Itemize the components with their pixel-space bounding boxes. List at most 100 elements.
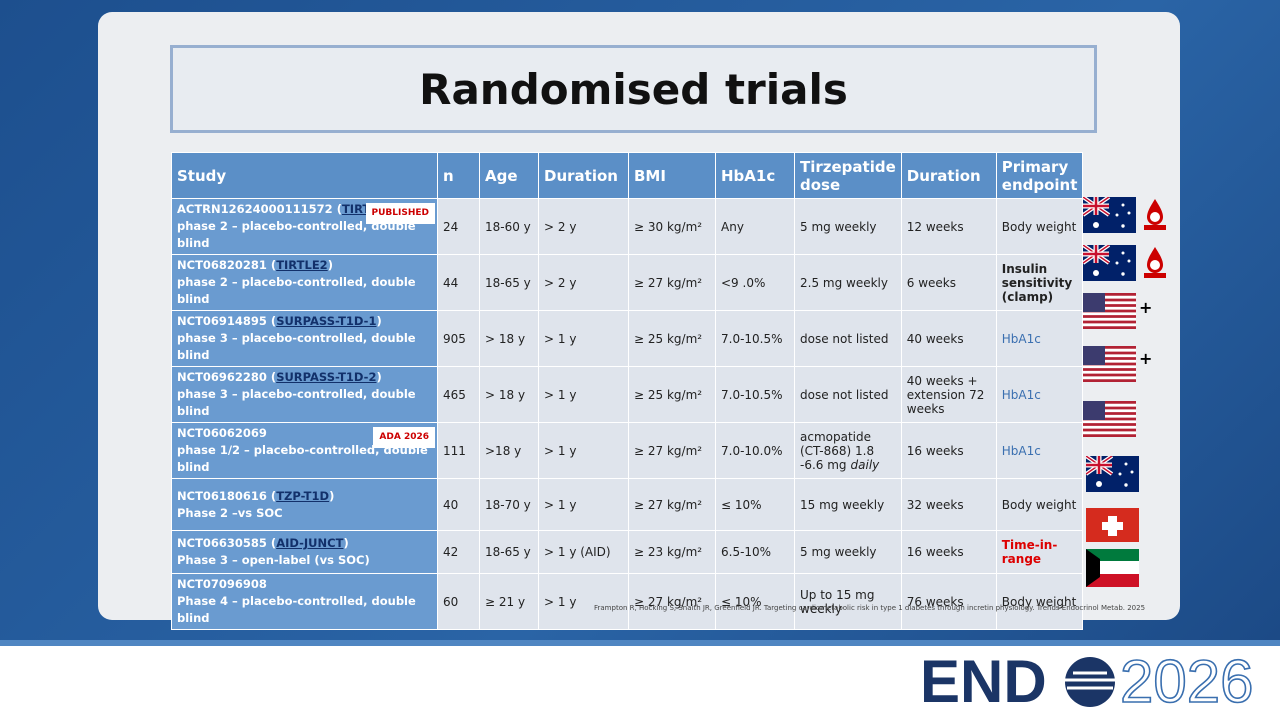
cell: dose not listed: [794, 366, 902, 423]
flag-australia: [1083, 245, 1166, 285]
flag-australia: [1083, 197, 1166, 233]
cell: ≥ 25 kg/m²: [628, 310, 716, 367]
study-id: NCT06180616 (: [177, 488, 277, 503]
cell: ≥ 27 kg/m²: [628, 573, 716, 630]
logo: END 2026: [920, 650, 1254, 712]
citation: Frampton R, Hocking S, Snaith JR, Greenf…: [594, 604, 1146, 612]
table-row: NCT06820281 (TIRTLE2) phase 2 – placebo-c…: [171, 254, 1084, 311]
cell: 32 weeks: [900, 478, 997, 531]
cell: 40 weeks + extension 72 weeks: [900, 366, 997, 423]
study-id: ): [327, 258, 333, 272]
cell: > 1 y: [538, 573, 629, 630]
cell: > 2 y: [538, 198, 629, 255]
cell: Body weight: [995, 573, 1084, 630]
cell: 5 mg weekly: [794, 530, 902, 574]
study-cell: NCT06062069 ADA 2026 phase 1/2 – placebo-c…: [171, 422, 438, 479]
study-cell: NCT06962280 (SURPASS-T1D-2) phase 3 – pla…: [171, 366, 438, 423]
study-phase: Phase 4 – placebo-controlled, double bli…: [177, 594, 416, 625]
table-row: NCT06062069 ADA 2026 phase 1/2 – placebo-c…: [171, 422, 1084, 479]
column-header: Duration: [900, 152, 997, 199]
study-phase: Phase 3 – open-label (vs SOC): [177, 553, 370, 567]
footer-band: [0, 640, 1280, 646]
cell: 60: [437, 573, 480, 630]
column-header: Duration: [538, 152, 629, 199]
cell: 2.5 mg weekly: [794, 254, 902, 311]
study-id: ACTRN12624000111572 (: [177, 202, 342, 216]
cell: > 1 y: [538, 422, 629, 479]
cell: 40: [437, 478, 480, 531]
cell: > 18 y: [479, 310, 539, 367]
cell: 905: [437, 310, 480, 367]
cell: HbA1c: [995, 310, 1084, 367]
study-link[interactable]: AID-JUNCT: [276, 536, 344, 550]
cell: 5 mg weekly: [794, 198, 902, 255]
flag-usa: [1083, 293, 1136, 329]
cell: 24: [437, 198, 480, 255]
table-row: NCT06180616 (TZP-T1D) Phase 2 –vs SOC 40 18…: [171, 478, 1084, 531]
study-id: ): [376, 314, 382, 328]
table-row: NCT07096908 Phase 4 – placebo-controlled,…: [171, 573, 1084, 630]
cell: Insulin sensitivity (clamp): [995, 254, 1084, 311]
table-row: NCT06962280 (SURPASS-T1D-2) phase 3 – pla…: [171, 366, 1084, 423]
column-header: Primary endpoint: [995, 152, 1084, 199]
study-id: NCT06914895 (: [177, 314, 277, 328]
study-id: ): [376, 370, 382, 384]
table-row: NCT06914895 (SURPASS-T1D-1) phase 3 – pla…: [171, 310, 1084, 367]
column-header: Age: [479, 152, 539, 199]
flag-usa: [1083, 346, 1137, 382]
cell: 40 weeks: [900, 310, 997, 367]
study-id: NCT06630585 (: [177, 536, 277, 550]
study-id: NCT06062069: [177, 426, 267, 440]
cell: 15 mg weekly: [794, 478, 902, 531]
study-cell: NCT06914895 (SURPASS-T1D-1) phase 3 – pla…: [171, 310, 438, 367]
dose-note: daily: [850, 457, 880, 472]
logo-globe: [1065, 657, 1115, 707]
badge: ADA 2026: [373, 427, 435, 448]
table-row: NCT06630585 (AID-JUNCT) Phase 3 – open-la…: [171, 530, 1084, 574]
cell: ≥ 27 kg/m²: [628, 422, 716, 479]
cell: Up to 15 mg weekly: [794, 573, 902, 630]
cell: Body weight: [995, 198, 1084, 255]
flag-australia: [1086, 456, 1140, 493]
logo-year: 2026: [1120, 650, 1253, 712]
cell: ≥ 25 kg/m²: [628, 366, 716, 423]
study-cell: ACTRN12624000111572 (TIRTLE1)PUBLISHEDph…: [171, 198, 438, 255]
flag-kuwait: [1086, 549, 1139, 587]
cell: 12 weeks: [900, 198, 997, 255]
cell: HbA1c: [995, 366, 1084, 423]
cell: > 2 y: [538, 254, 629, 311]
study-link[interactable]: TZP-T1D: [276, 488, 330, 503]
study-link[interactable]: SURPASS-T1D-2: [276, 370, 377, 384]
cell: acmopatide (CT-868) 1.8 -6.6 mg daily: [794, 422, 902, 479]
extra-mark: +: [1139, 349, 1153, 368]
cell: > 1 y: [538, 310, 629, 367]
cell: 18-60 y: [479, 198, 539, 255]
study-phase: phase 3 – placebo-controlled, double bli…: [177, 387, 416, 418]
cell: > 1 y: [538, 366, 629, 423]
header-row: Study n Age Duration BMI HbA1c Tirzepatide dos…: [171, 152, 1084, 199]
cell: 7.0-10.0%: [715, 422, 795, 479]
cell: 76 weeks: [900, 573, 997, 630]
study-cell: NCT07096908 Phase 4 – placebo-controlled,…: [171, 573, 438, 630]
study-cell: NCT06820281 (TIRTLE2) phase 2 – placebo-c…: [171, 254, 438, 311]
study-cell: NCT06630585 (AID-JUNCT) Phase 3 – open-la…: [171, 530, 438, 574]
column-header: n: [437, 152, 480, 199]
study-phase: Phase 2 –vs SOC: [177, 505, 283, 520]
cell: Time-in-range: [995, 530, 1084, 574]
cell: ≤ 10%: [715, 573, 795, 630]
study-phase: phase 2 – placebo-controlled, double bli…: [177, 219, 416, 250]
cell: 6.5-10%: [715, 530, 795, 574]
study-link[interactable]: TIRTLE2: [276, 258, 328, 272]
cell: 16 weeks: [900, 422, 997, 479]
cell: > 1 y (AID): [538, 530, 629, 574]
cell: 16 weeks: [900, 530, 997, 574]
column-header: Study: [171, 152, 438, 199]
cell: ≥ 30 kg/m²: [628, 198, 716, 255]
cell: 7.0-10.5%: [715, 310, 795, 367]
cell: <9 .0%: [715, 254, 795, 311]
study-link[interactable]: SURPASS-T1D-1: [276, 314, 377, 328]
table-row: ACTRN12624000111572 (TIRTLE1)PUBLISHEDph…: [171, 198, 1084, 255]
cell: >18 y: [479, 422, 539, 479]
column-header: HbA1c: [715, 152, 795, 199]
cell: ≥ 23 kg/m²: [628, 530, 716, 574]
